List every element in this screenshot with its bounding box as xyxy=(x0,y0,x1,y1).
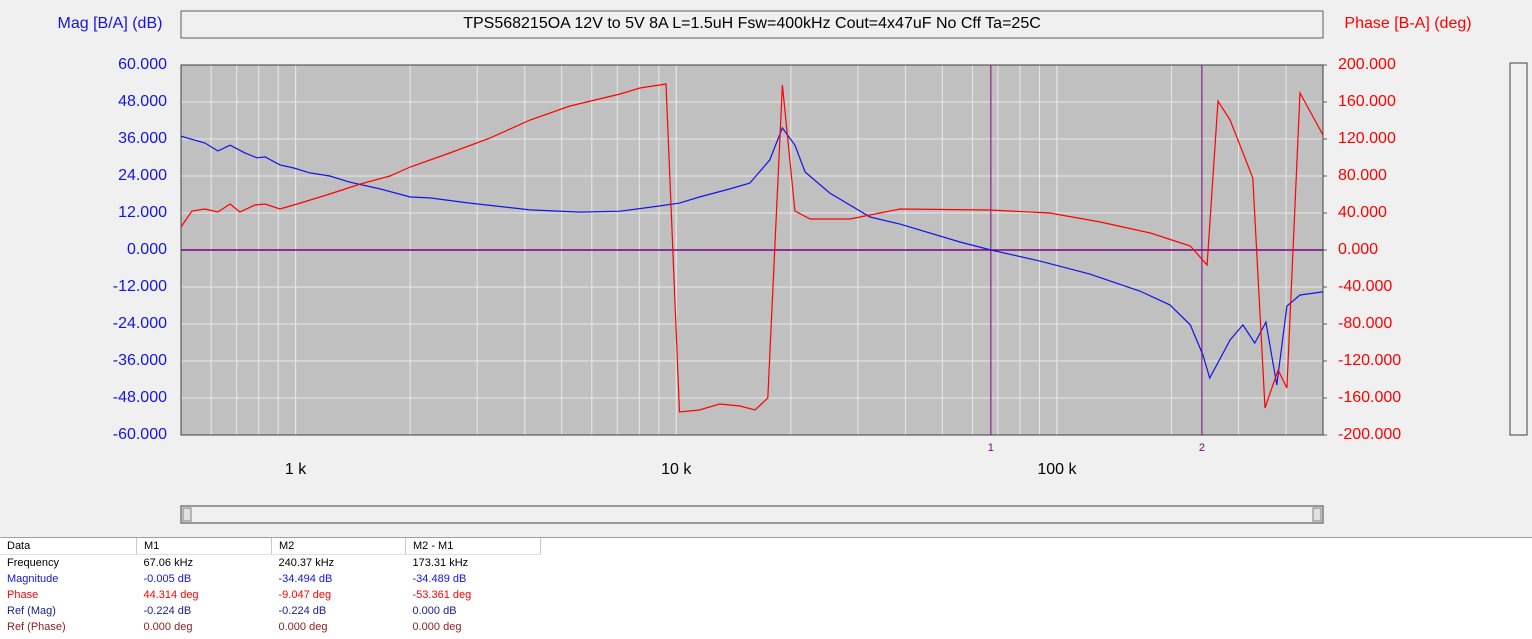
y2-axis-label: Phase [B-A] (deg) xyxy=(1344,15,1471,32)
y-tick-label: 24.000 xyxy=(118,167,167,184)
header-cell: M1 xyxy=(136,538,272,555)
y2-tick-label: -160.000 xyxy=(1338,389,1401,406)
y-tick-label: 0.000 xyxy=(127,241,167,258)
table-cell: 173.31 kHz xyxy=(412,557,469,569)
table-cell: -34.494 dB xyxy=(278,573,333,585)
marker-label: 2 xyxy=(1199,442,1205,454)
y-axis-label: Mag [B/A] (dB) xyxy=(58,15,163,32)
y-tick-label: 36.000 xyxy=(118,130,167,147)
y-tick-label: -36.000 xyxy=(113,352,167,369)
y2-tick-label: -120.000 xyxy=(1338,352,1401,369)
table-cell: Ref (Mag) xyxy=(7,605,56,617)
vertical-scrollbar[interactable] xyxy=(1509,62,1528,436)
y-tick-label: -12.000 xyxy=(113,278,167,295)
table-cell: 0.000 deg xyxy=(412,621,462,633)
table-row: Magnitude -0.005 dB -34.494 dB -34.489 dB xyxy=(0,571,541,587)
table-cell: 0.000 dB xyxy=(412,605,457,617)
series-line xyxy=(181,126,1323,386)
header-cell: M2 xyxy=(271,538,406,555)
traces xyxy=(181,83,1323,413)
header-cell: M2 - M1 xyxy=(405,538,541,555)
table-cell: Phase xyxy=(7,589,39,601)
header-cell: Data xyxy=(0,538,137,555)
table-row: Frequency 67.06 kHz 240.37 kHz 173.31 kHz xyxy=(0,555,541,572)
x-tick-label: 10 k xyxy=(661,461,692,478)
table-cell: 0.000 deg xyxy=(143,621,193,633)
table-cell: -0.224 dB xyxy=(278,605,327,617)
y2-tick-label: -40.000 xyxy=(1338,278,1392,295)
x-tick-label: 100 k xyxy=(1037,461,1077,478)
marker-table: Data M1 M2 M2 - M1 Frequency 67.06 kHz 240.37 … xyxy=(0,537,1532,639)
table-cell: Magnitude xyxy=(7,573,59,585)
y2-tick-label: 80.000 xyxy=(1338,167,1387,184)
table-row: Ref (Mag) -0.224 dB -0.224 dB 0.000 dB xyxy=(0,603,541,619)
table-cell: -0.224 dB xyxy=(143,605,192,617)
marker-data-grid: Data M1 M2 M2 - M1 Frequency 67.06 kHz 240.37 … xyxy=(0,538,541,635)
table-cell: 0.000 deg xyxy=(278,621,328,633)
table-cell: Ref (Phase) xyxy=(7,621,66,633)
y2-tick-label: 0.000 xyxy=(1338,241,1378,258)
table-cell: -0.005 dB xyxy=(143,573,192,585)
y2-tick-label: 40.000 xyxy=(1338,204,1387,221)
y2-tick-label: 120.000 xyxy=(1338,130,1396,147)
bode-plot: TPS568215OA 12V to 5V 8A L=1.5uH Fsw=400… xyxy=(58,10,1528,524)
y-tick-label: -48.000 xyxy=(113,389,167,406)
table-cell: -34.489 dB xyxy=(412,573,467,585)
table-cell: 67.06 kHz xyxy=(143,557,194,569)
plot-border xyxy=(180,64,1324,436)
y-tick-label: -24.000 xyxy=(113,315,167,332)
table-row: Ref (Phase) 0.000 deg 0.000 deg 0.000 deg xyxy=(0,619,541,635)
scroll-thumb-left[interactable] xyxy=(182,507,192,522)
series-line xyxy=(181,83,1323,413)
table-cell: -53.361 deg xyxy=(412,589,472,601)
table-cell: -9.047 deg xyxy=(278,589,332,601)
table-cell: Frequency xyxy=(7,557,59,569)
y-tick-label: 60.000 xyxy=(118,56,167,73)
table-cell: 44.314 deg xyxy=(143,589,199,601)
y-tick-label: 12.000 xyxy=(118,204,167,221)
table-row: Phase 44.314 deg -9.047 deg -53.361 deg xyxy=(0,587,541,603)
y2-tick-label: 200.000 xyxy=(1338,56,1396,73)
y-tick-label: -60.000 xyxy=(113,426,167,443)
table-header-row: Data M1 M2 M2 - M1 xyxy=(0,538,541,555)
x-tick-label: 1 k xyxy=(285,461,307,478)
y-tick-label: 48.000 xyxy=(118,93,167,110)
y2-tick-label: -200.000 xyxy=(1338,426,1401,443)
table-cell: 240.37 kHz xyxy=(278,557,335,569)
y2-tick-label: -80.000 xyxy=(1338,315,1392,332)
marker-label: 1 xyxy=(988,442,994,454)
title-box xyxy=(180,10,1324,39)
scroll-thumb-right[interactable] xyxy=(1312,507,1322,522)
y2-tick-label: 160.000 xyxy=(1338,93,1396,110)
chart-title: TPS568215OA 12V to 5V 8A L=1.5uH Fsw=400… xyxy=(463,15,1041,32)
horizontal-scrollbar[interactable] xyxy=(180,505,1324,524)
